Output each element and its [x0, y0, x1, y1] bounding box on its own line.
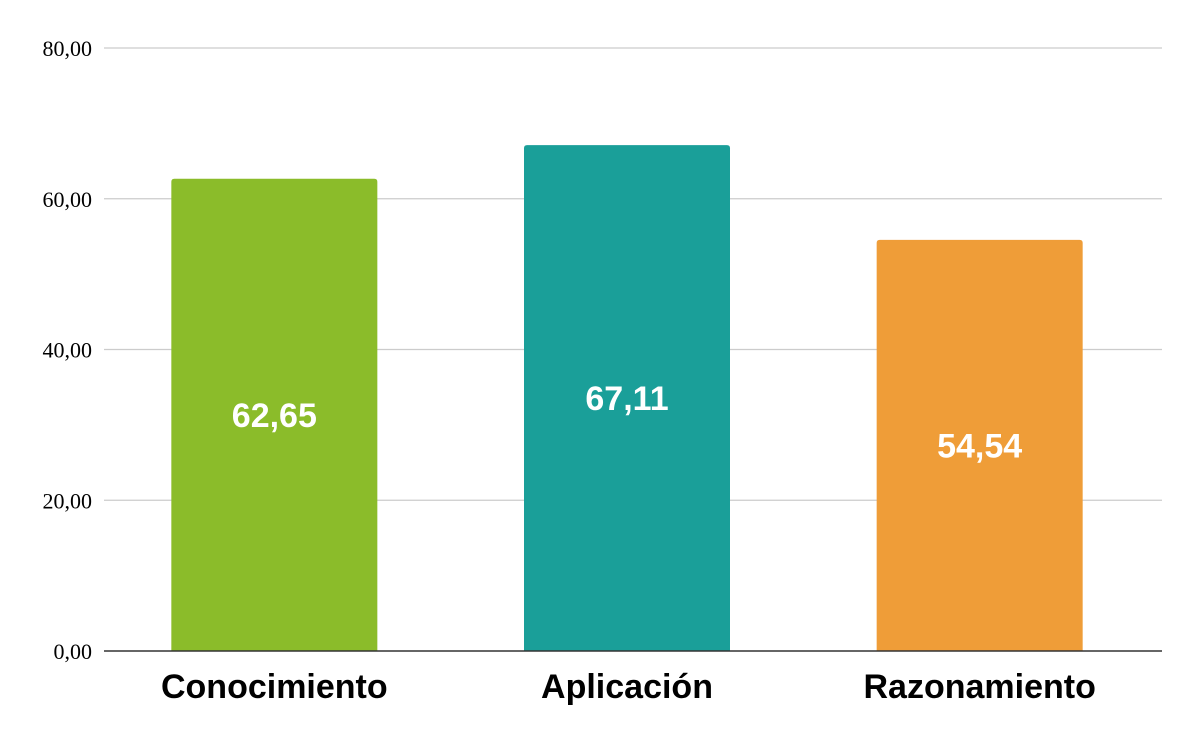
y-tick-label: 0,00 — [54, 639, 93, 664]
x-category-label: Conocimiento — [161, 668, 388, 706]
bars: 62,65 67,11 54,54 — [171, 145, 1083, 651]
y-tick-label: 20,00 — [43, 488, 93, 513]
y-tick-label: 60,00 — [43, 187, 93, 212]
data-label: 67,11 — [585, 380, 668, 418]
y-tick-label: 40,00 — [43, 338, 93, 363]
x-category-label: Razonamiento — [863, 668, 1095, 706]
data-label: 54,54 — [937, 427, 1022, 465]
x-category-label: Aplicación — [541, 668, 713, 706]
data-label: 62,65 — [232, 397, 317, 435]
axes: 0,00 20,00 40,00 60,00 80,00 Conocimiento Apli… — [43, 36, 1162, 706]
bar — [524, 145, 730, 651]
y-tick-label: 80,00 — [43, 36, 93, 61]
bar — [876, 239, 1083, 651]
bar — [171, 178, 378, 651]
